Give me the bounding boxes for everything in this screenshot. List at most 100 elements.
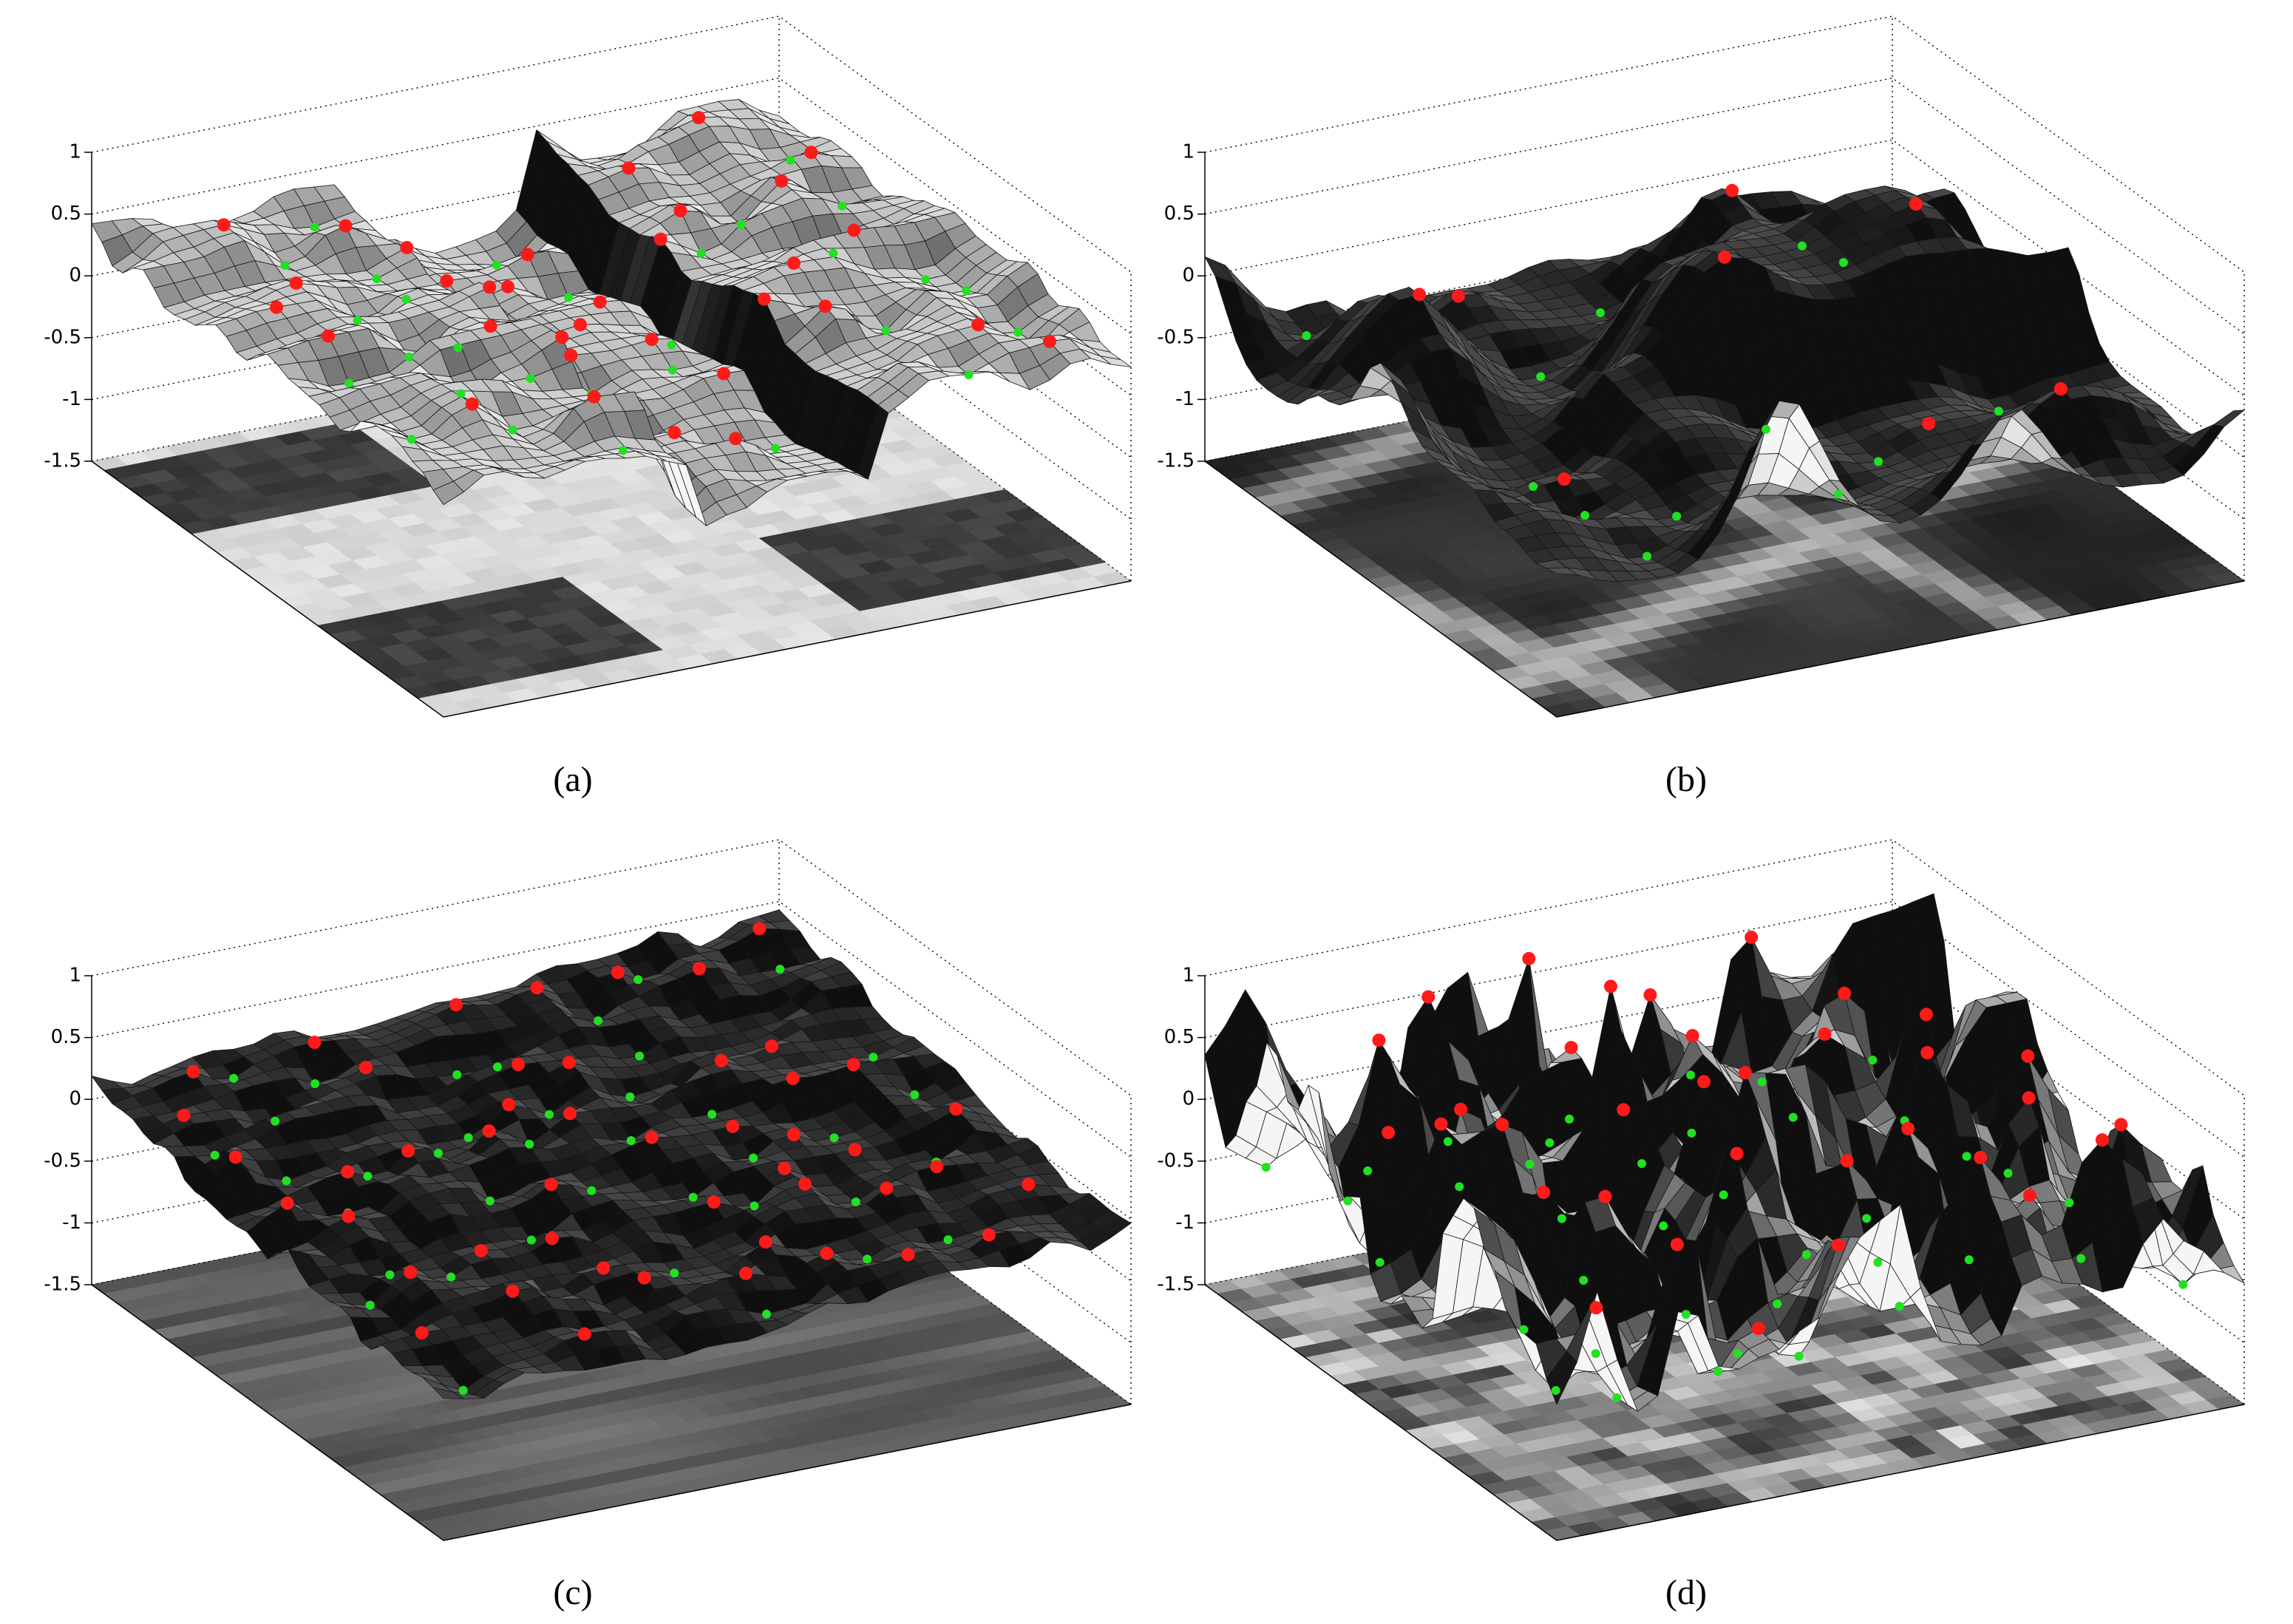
maximum-marker xyxy=(787,256,801,270)
maximum-marker xyxy=(483,280,497,294)
minimum-marker xyxy=(1596,308,1605,317)
maximum-marker xyxy=(971,318,985,332)
minimum-marker xyxy=(1834,489,1843,499)
minimum-marker xyxy=(786,155,795,165)
minimum-marker xyxy=(962,286,971,296)
panel: 10.50-0.5-1-1.5(b) xyxy=(1157,16,2246,799)
caption: (b) xyxy=(1665,760,1707,799)
caption: (a) xyxy=(553,760,592,799)
maximum-marker xyxy=(757,292,771,306)
maximum-marker xyxy=(673,203,687,217)
maximum-marker xyxy=(564,348,578,362)
maximum-marker xyxy=(593,295,607,309)
minimum-marker xyxy=(1529,482,1538,492)
maximum-marker xyxy=(1725,183,1739,197)
maximum-marker xyxy=(217,218,231,232)
maximum-marker xyxy=(1922,417,1936,431)
maximum-marker xyxy=(2053,382,2068,396)
z-tick-label: -0.5 xyxy=(44,1149,81,1172)
z-tick-label: -1 xyxy=(62,1212,81,1234)
z-tick-label: -1.5 xyxy=(44,450,81,472)
maximum-marker xyxy=(1042,334,1056,348)
z-tick-label: 1 xyxy=(1182,141,1195,163)
grid-line xyxy=(91,325,1132,582)
minimum-marker xyxy=(1994,407,2003,416)
maximum-marker xyxy=(692,111,706,125)
minimum-marker xyxy=(881,326,891,336)
maximum-marker xyxy=(729,432,742,446)
maximum-marker xyxy=(1718,250,1731,264)
minimum-marker xyxy=(404,353,414,362)
maximum-marker xyxy=(645,333,659,347)
maximum-marker xyxy=(717,367,731,381)
z-tick-label: 0.5 xyxy=(51,203,81,225)
minimum-marker xyxy=(1838,258,1848,268)
minimum-marker xyxy=(353,316,362,325)
maximum-marker xyxy=(322,329,336,343)
z-tick-label: -1.5 xyxy=(44,1274,81,1296)
z-tick-label: 0 xyxy=(69,265,81,287)
minimum-marker xyxy=(1762,424,1770,434)
z-tick-label: 1 xyxy=(69,141,81,163)
minimum-marker xyxy=(667,340,676,350)
surface-patch xyxy=(432,480,464,506)
minimum-marker xyxy=(667,365,677,375)
maximum-marker xyxy=(667,426,682,440)
minimum-marker xyxy=(344,378,354,388)
z-tick-label: -1 xyxy=(1175,388,1195,410)
maximum-marker xyxy=(574,318,587,332)
maximum-marker xyxy=(1557,472,1572,486)
minimum-marker xyxy=(1302,331,1311,341)
minimum-marker xyxy=(829,248,838,258)
z-tick-label: -1 xyxy=(62,388,81,410)
minimum-marker xyxy=(492,260,501,270)
maximum-marker xyxy=(339,219,353,233)
minimum-marker xyxy=(372,274,381,284)
minimum-marker xyxy=(564,293,574,302)
minimum-marker xyxy=(1013,327,1023,337)
panel: 10.50-0.5-1-1.5(c) xyxy=(44,839,1132,1612)
maximum-marker xyxy=(289,276,303,290)
minimum-marker xyxy=(920,275,930,285)
z-tick-label: -0.5 xyxy=(1157,326,1195,348)
minimum-marker xyxy=(401,294,411,304)
minimum-marker xyxy=(618,446,628,455)
maximum-marker xyxy=(653,232,667,246)
z-tick-label: 0.5 xyxy=(51,1026,81,1048)
panel: 1 0.5 0 -0.5 -1 -1.5 (a) xyxy=(44,16,1132,799)
minimum-marker xyxy=(1580,511,1590,520)
minimum-marker xyxy=(1797,241,1807,251)
maximum-marker xyxy=(804,146,818,160)
grid-line xyxy=(91,77,1132,335)
maximum-marker xyxy=(440,274,454,288)
minimum-marker xyxy=(526,373,535,383)
z-tick-label: 0 xyxy=(69,1088,81,1110)
z-tick-label: 1 xyxy=(69,965,81,987)
maximum-marker xyxy=(818,299,832,313)
maximum-marker xyxy=(847,223,861,237)
minimum-marker xyxy=(508,425,517,435)
maximum-marker xyxy=(400,240,414,254)
minimum-marker xyxy=(456,389,466,398)
maximum-marker xyxy=(1413,288,1427,302)
maximum-marker xyxy=(501,279,514,293)
maximum-marker xyxy=(483,319,497,333)
minimum-marker xyxy=(1643,551,1652,561)
maximum-marker xyxy=(1451,289,1465,303)
maximum-marker xyxy=(1909,197,1923,211)
maximum-marker xyxy=(465,397,479,411)
minimum-marker xyxy=(1874,457,1883,466)
z-tick-label: 0.5 xyxy=(1164,203,1195,225)
maximum-marker xyxy=(775,174,789,188)
z-tick-label: -0.5 xyxy=(44,326,81,348)
minimum-marker xyxy=(838,201,847,211)
z-tick-label: -1.5 xyxy=(1157,450,1195,472)
maximum-marker xyxy=(555,330,569,344)
minimum-marker xyxy=(1536,372,1546,381)
floor-edge xyxy=(91,461,1132,718)
maximum-marker xyxy=(270,300,284,314)
minimum-marker xyxy=(964,370,974,380)
maximum-marker xyxy=(520,248,534,262)
minimum-marker xyxy=(696,248,706,258)
